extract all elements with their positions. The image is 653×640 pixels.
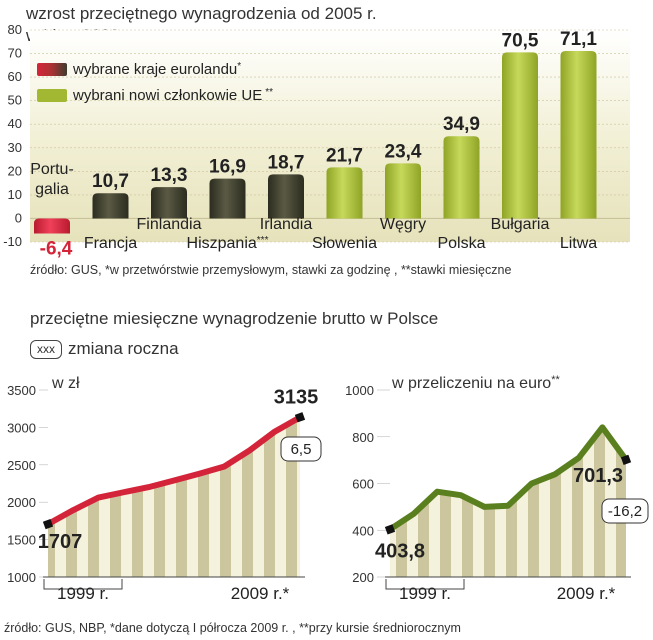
end-value-label: 701,3 — [573, 465, 623, 487]
y-tick-label: 60 — [8, 69, 22, 84]
value-label: 34,9 — [443, 114, 480, 135]
y-tick-label: 200 — [352, 570, 374, 585]
start-value-label: 1707 — [38, 531, 83, 553]
y-tick-label: 70 — [8, 46, 22, 61]
bar-finlandia — [151, 187, 187, 219]
category-label: Bułgaria — [491, 216, 550, 233]
point-marker — [620, 454, 632, 465]
category-label: Polska — [437, 235, 485, 252]
bar-chart: -10 0 10 20 30 40 50 60 70 80 -6,4 10,7 13,3 16,9 18,… — [3, 22, 630, 260]
y-tick-label: 30 — [8, 140, 22, 155]
legend-label-euro: wybrane kraje eurolandu* — [72, 61, 241, 78]
category-label: Hiszpania*** — [187, 235, 269, 252]
area-fill — [390, 427, 626, 577]
value-label: 18,7 — [268, 152, 305, 173]
y-tick-label: 20 — [8, 163, 22, 178]
y-tick-label: 80 — [8, 22, 22, 37]
y-tick-label: 600 — [352, 477, 374, 492]
bar-francja — [92, 193, 129, 219]
y-tick-label: 10 — [8, 187, 22, 202]
y-tick-label: 400 — [352, 523, 374, 538]
bar-bułgaria — [502, 52, 538, 219]
category-label: Francja — [84, 235, 137, 252]
category-label: Finlandia — [137, 216, 202, 233]
start-value-label: 403,8 — [375, 540, 425, 562]
x-label-start: 1999 r. — [57, 584, 109, 603]
category-label: Portu- — [30, 161, 74, 178]
bar-polska — [443, 136, 480, 219]
point-marker — [294, 412, 306, 423]
area-chart-eur: 200 400 600 800 1000 1999 r. 2009 r.* w przelic… — [345, 374, 649, 603]
point-marker — [42, 518, 54, 530]
value-label: 13,3 — [151, 165, 188, 186]
y-tick-label: 1500 — [7, 533, 36, 548]
legend-swatch-new — [37, 89, 67, 102]
x-label-end: 2009 r.* — [231, 584, 290, 603]
area-chart-title: w przeliczeniu na euro** — [391, 374, 560, 392]
value-label: -6,4 — [40, 239, 73, 260]
area-chart-pln: 1000 1500 2000 2500 3000 3500 1999 r. 2009 r.* w… — [7, 375, 322, 603]
change-box — [601, 498, 649, 524]
value-label: 10,7 — [92, 171, 129, 192]
area-fill — [48, 417, 300, 577]
x-label-start: 1999 r. — [399, 584, 451, 603]
y-tick-label: 0 — [15, 210, 22, 225]
bar-węgry — [385, 163, 421, 219]
series-line — [46, 414, 302, 527]
bar-litwa — [560, 50, 597, 219]
category-label: galia — [35, 181, 69, 198]
category-label: Słowenia — [312, 235, 377, 252]
area-chart-title: w zł — [51, 375, 80, 392]
bottom-source-note: źródło: GUS, NBP, *dane dotyczą I półroc… — [4, 621, 461, 635]
series-line — [388, 424, 629, 532]
bar-hiszpania — [209, 178, 246, 219]
y-tick-label: 2500 — [7, 458, 36, 473]
category-label: Litwa — [560, 235, 597, 252]
y-tick-label: 3500 — [7, 383, 36, 398]
bar-słowenia — [326, 167, 363, 219]
change-legend-text: zmiana roczna — [68, 339, 179, 358]
y-tick-label: 50 — [8, 93, 22, 108]
point-marker — [384, 524, 396, 535]
value-label: 71,1 — [560, 29, 597, 50]
y-tick-label: 1000 — [7, 570, 36, 585]
change-box — [280, 436, 322, 462]
legend-swatch-euro — [37, 63, 67, 76]
change-legend-box: xxx — [30, 339, 62, 359]
y-tick-label: 800 — [352, 430, 374, 445]
top-source-note: źródło: GUS, *w przetwórstwie przemysłow… — [30, 263, 512, 277]
x-label-end: 2009 r.* — [557, 584, 616, 603]
bar-portugalia — [34, 218, 70, 234]
value-label: 21,7 — [326, 145, 363, 166]
title-line-1: wzrost przeciętnego wynagrodzenia od 200… — [26, 4, 377, 23]
y-tick-label: 40 — [8, 116, 22, 131]
bottom-title: przeciętne miesięczne wynagrodzenie brut… — [30, 309, 439, 328]
legend-label-new: wybrani nowi członkowie UE ** — [72, 87, 273, 104]
x-label-bracket — [385, 579, 465, 590]
change-value: -16,2 — [608, 503, 642, 520]
category-label: Irlandia — [260, 216, 313, 233]
y-tick-label: 3000 — [7, 420, 36, 435]
y-tick-label: 1000 — [345, 383, 374, 398]
change-value: 6,5 — [291, 441, 312, 458]
y-tick-label: 2000 — [7, 495, 36, 510]
value-label: 16,9 — [209, 157, 246, 178]
bar-irlandia — [268, 174, 304, 219]
end-value-label: 3135 — [274, 386, 319, 408]
value-label: 70,5 — [502, 30, 539, 51]
y-tick-label: -10 — [3, 234, 22, 249]
x-label-bracket — [43, 579, 123, 590]
value-label: 23,4 — [385, 141, 422, 162]
category-label: Węgry — [380, 216, 426, 233]
change-legend: xxx zmiana roczna — [30, 339, 179, 359]
